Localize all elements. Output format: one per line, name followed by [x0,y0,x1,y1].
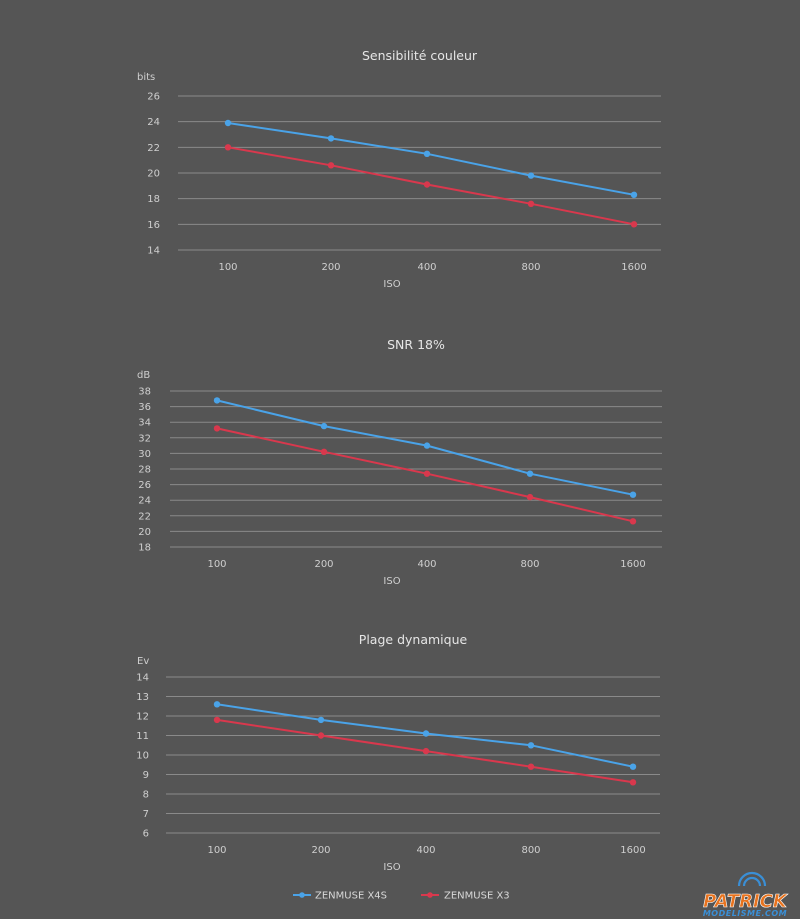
data-point-zenmuse-x3 [320,448,328,455]
data-point-zenmuse-x3 [224,144,232,151]
data-point-zenmuse-x3 [527,200,535,207]
y-axis-unit-label: dB [137,370,150,381]
data-point-zenmuse-x3 [422,747,430,755]
x-tick-label: 200 [321,262,340,273]
data-point-zenmuse-x4s [213,701,221,708]
data-point-zenmuse-x4s [527,742,535,749]
y-tick-label: 13 [136,692,149,703]
data-point-zenmuse-x4s [317,716,325,724]
y-tick-label: 8 [143,790,149,801]
x-tick-label: 800 [521,262,540,273]
y-axis-unit-label: Ev [137,656,149,667]
data-point-zenmuse-x3 [423,470,431,477]
data-point-zenmuse-x4s [423,442,431,449]
chart-title: Plage dynamique [359,632,468,647]
y-tick-label: 24 [147,117,160,128]
x-axis-title: ISO [383,576,400,587]
legend-marker-zenmuse-x3 [427,892,433,898]
x-tick-label: 200 [314,559,333,570]
data-point-zenmuse-x4s [630,191,638,198]
y-tick-label: 20 [147,169,160,180]
data-point-zenmuse-x4s [629,763,637,770]
data-point-zenmuse-x3 [213,425,221,432]
legend-marker-zenmuse-x4s [299,892,305,898]
data-point-zenmuse-x3 [423,181,431,188]
y-tick-label: 36 [138,402,151,413]
signal-arc-icon [742,876,762,887]
legend-label: ZENMUSE X3 [444,891,510,902]
data-point-zenmuse-x4s [527,172,535,179]
y-tick-label: 12 [136,712,149,723]
x-tick-label: 1600 [620,845,645,856]
data-point-zenmuse-x4s [423,150,431,157]
y-tick-label: 18 [147,194,160,205]
y-tick-label: 20 [138,527,151,538]
y-tick-label: 28 [138,465,151,476]
x-tick-label: 1600 [621,262,646,273]
data-point-zenmuse-x4s [224,119,232,127]
data-point-zenmuse-x3 [527,763,535,770]
y-tick-label: 16 [147,220,160,231]
x-axis-title: ISO [383,279,400,290]
chart-title: Sensibilité couleur [362,48,478,63]
y-tick-label: 22 [138,511,151,522]
x-tick-label: 100 [207,559,226,570]
chart-3: Plage dynamique Ev 6 7 8 9 10 11 12 13 14 100 200 400… [136,632,660,873]
series-line-zenmuse-x3 [227,146,635,226]
data-point-zenmuse-x4s [526,470,534,477]
chart-2: SNR 18% dB 18 20 22 24 26 28 30 32 34 36 38 100 200 400… [137,337,662,587]
y-tick-label: 26 [138,480,151,491]
logo-subtitle: MODELISME.COM [703,909,787,918]
data-point-zenmuse-x4s [327,135,335,142]
data-point-zenmuse-x3 [317,732,325,739]
y-tick-label: 14 [147,246,160,257]
legend: ZENMUSE X4S ZENMUSE X3 [293,891,510,902]
chart-title: SNR 18% [387,337,445,352]
logo-wordmark: PATRICK [703,891,789,912]
y-tick-label: 11 [136,731,149,742]
y-tick-label: 30 [138,449,151,460]
signal-arc-icon [737,871,767,887]
x-tick-label: 400 [417,262,436,273]
y-tick-label: 24 [138,496,151,507]
y-tick-label: 22 [147,143,160,154]
data-point-zenmuse-x4s [422,730,430,737]
y-tick-label: 18 [138,543,151,554]
data-point-zenmuse-x3 [327,162,335,169]
y-tick-label: 26 [147,92,160,103]
x-tick-label: 400 [416,845,435,856]
data-point-zenmuse-x4s [629,491,637,498]
x-tick-label: 800 [521,845,540,856]
x-axis-title: ISO [383,862,400,873]
y-tick-label: 14 [136,673,149,684]
y-tick-label: 6 [143,829,149,840]
data-point-zenmuse-x3 [630,221,638,228]
data-point-zenmuse-x4s [213,397,221,404]
data-point-zenmuse-x3 [213,716,221,724]
y-tick-label: 32 [138,433,151,444]
y-tick-label: 38 [138,387,151,398]
y-tick-label: 34 [138,418,151,429]
data-point-zenmuse-x3 [629,518,637,525]
y-tick-label: 10 [136,751,149,762]
data-point-zenmuse-x3 [629,779,637,786]
y-axis-unit-label: bits [137,72,155,83]
x-tick-label: 1600 [620,559,645,570]
x-tick-label: 400 [417,559,436,570]
x-tick-label: 200 [311,845,330,856]
legend-label: ZENMUSE X4S [315,891,387,902]
x-tick-label: 100 [218,262,237,273]
y-tick-label: 7 [143,809,149,820]
y-tick-label: 9 [143,770,149,781]
x-tick-label: 100 [207,845,226,856]
data-point-zenmuse-x4s [320,422,328,430]
data-point-zenmuse-x3 [526,493,534,501]
chart-1: Sensibilité couleur bits 14 16 18 20 22 24 26 100… [137,48,661,290]
x-tick-label: 800 [520,559,539,570]
